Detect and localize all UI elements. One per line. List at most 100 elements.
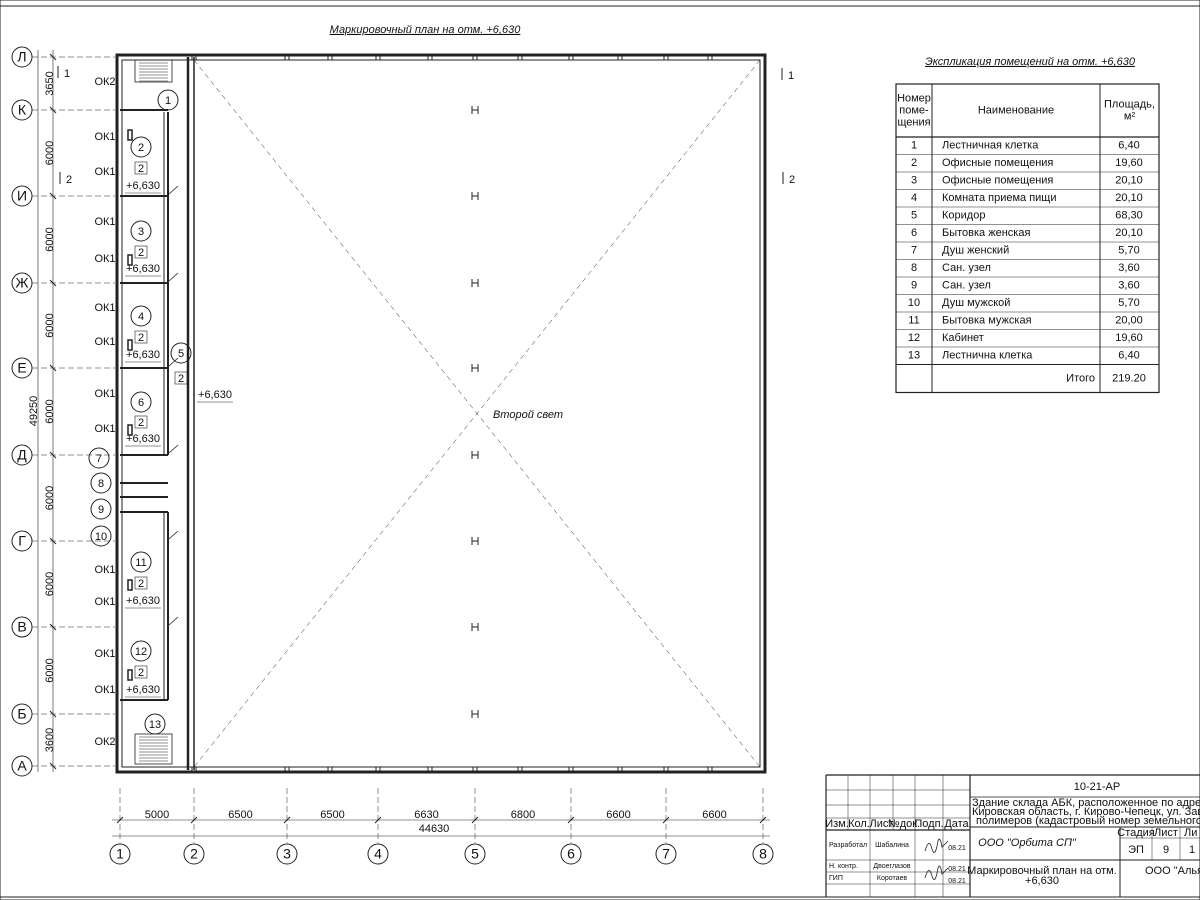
room-number: 5 xyxy=(178,348,184,360)
room-bubble xyxy=(170,342,192,364)
column-head: Дата xyxy=(944,818,969,830)
room-name: Комната приема пищи xyxy=(942,192,1057,204)
axis-bubble xyxy=(183,843,205,865)
room-bubble xyxy=(130,220,152,242)
section-mark: 1 xyxy=(788,70,794,82)
axis-label: 6 xyxy=(567,846,575,862)
table-frame xyxy=(895,83,1160,394)
section-mark: 2 xyxy=(789,174,795,186)
column-head: Подп. xyxy=(914,818,943,830)
column xyxy=(617,766,623,772)
window-mark: ОК1 xyxy=(94,131,115,143)
table-header: Площадь, xyxy=(1104,98,1155,110)
room-no: 5 xyxy=(911,210,917,222)
room-no: 6 xyxy=(911,227,917,239)
room-area: 3,60 xyxy=(1118,280,1139,292)
table-header: щения xyxy=(897,116,930,128)
room-no: 11 xyxy=(908,315,919,327)
axis-label: К xyxy=(18,102,27,118)
window-mark: ОК1 xyxy=(94,166,115,178)
line xyxy=(193,59,761,768)
room-bubble xyxy=(88,447,110,469)
signer-role: ГИП xyxy=(829,875,843,882)
column xyxy=(191,766,197,772)
column xyxy=(707,55,713,61)
dimension-text: 6500 xyxy=(228,809,252,821)
column xyxy=(427,55,433,61)
room-no: 4 xyxy=(911,192,917,204)
room-area: 3,60 xyxy=(1118,262,1139,274)
line xyxy=(168,357,179,367)
room-number: 4 xyxy=(138,311,144,323)
stage-header: Лист xyxy=(1154,827,1178,839)
axis-bubble xyxy=(752,843,774,865)
room-bubble xyxy=(130,391,152,413)
area-tag: 2 xyxy=(178,373,184,385)
window xyxy=(127,579,133,591)
column xyxy=(191,55,197,61)
axis-bubble xyxy=(276,843,298,865)
column-head: Изм. xyxy=(825,818,849,830)
room-area: 20,10 xyxy=(1115,227,1143,239)
dimension-text: 6000 xyxy=(44,227,56,251)
company: ООО "Орбита СП" xyxy=(978,837,1077,849)
dimension-text: 6000 xyxy=(44,572,56,596)
column xyxy=(375,766,381,772)
signer-name: Коротаев xyxy=(877,875,908,882)
dimension-text: 6600 xyxy=(702,809,726,821)
signature xyxy=(924,865,949,880)
stair xyxy=(134,59,173,83)
stage-value: 9 xyxy=(1163,844,1169,856)
axis-bubble xyxy=(655,843,677,865)
room-area: 6,40 xyxy=(1118,140,1139,152)
room-bubble xyxy=(90,472,112,494)
dimension-text: 6600 xyxy=(606,809,630,821)
room-number: 1 xyxy=(165,95,171,107)
room-name: Душ женский xyxy=(942,245,1009,257)
dimension-text: 6630 xyxy=(414,809,438,821)
room-area: 5,70 xyxy=(1118,297,1139,309)
elevation: +6,630 xyxy=(126,263,160,275)
room-area: 19,60 xyxy=(1115,332,1143,344)
signer-name: Двоеглазов xyxy=(873,863,910,870)
window-mark: ОК2 xyxy=(94,76,115,88)
room-number: 12 xyxy=(135,646,147,658)
stage-header: Ли xyxy=(1184,827,1197,839)
room-bubble xyxy=(130,136,152,158)
room-number: 6 xyxy=(138,397,144,409)
axis-label: Г xyxy=(18,533,26,549)
column xyxy=(617,55,623,61)
area-tag-box xyxy=(134,245,148,259)
room-name: Лестнична клетка xyxy=(942,350,1033,362)
dimension-text: 6000 xyxy=(44,658,56,682)
axis-bubble xyxy=(560,843,582,865)
column-head: Кол. xyxy=(848,818,870,830)
signer-date: 08.21 xyxy=(948,878,966,885)
address-line: Здание склада АБК, расположенное по адре… xyxy=(972,797,1200,809)
axis-bubble xyxy=(109,843,131,865)
axis-label: Д xyxy=(17,447,27,463)
dimension-text: 6000 xyxy=(44,313,56,337)
line xyxy=(168,272,179,282)
line xyxy=(168,616,179,626)
room-area: 20,10 xyxy=(1115,175,1143,187)
room-no: 7 xyxy=(911,245,917,257)
section-mark: 2 xyxy=(66,174,72,186)
dimension-text: 3600 xyxy=(44,728,56,752)
dimension-text: 6500 xyxy=(320,809,344,821)
axis-bubble xyxy=(464,843,486,865)
area-tag-box xyxy=(134,415,148,429)
room-name: Коридор xyxy=(942,210,985,222)
column xyxy=(707,766,713,772)
section-mark: 1 xyxy=(64,68,70,80)
dimension-text: 6800 xyxy=(511,809,535,821)
total-label: Итого xyxy=(1066,372,1095,384)
axis-label: В xyxy=(17,619,26,635)
room-name: Офисные помещения xyxy=(942,157,1053,169)
dimension-total: 44630 xyxy=(419,823,450,835)
room-area: 6,40 xyxy=(1118,350,1139,362)
outer-wall-inner xyxy=(121,59,761,768)
room-name: Кабинет xyxy=(942,332,984,344)
